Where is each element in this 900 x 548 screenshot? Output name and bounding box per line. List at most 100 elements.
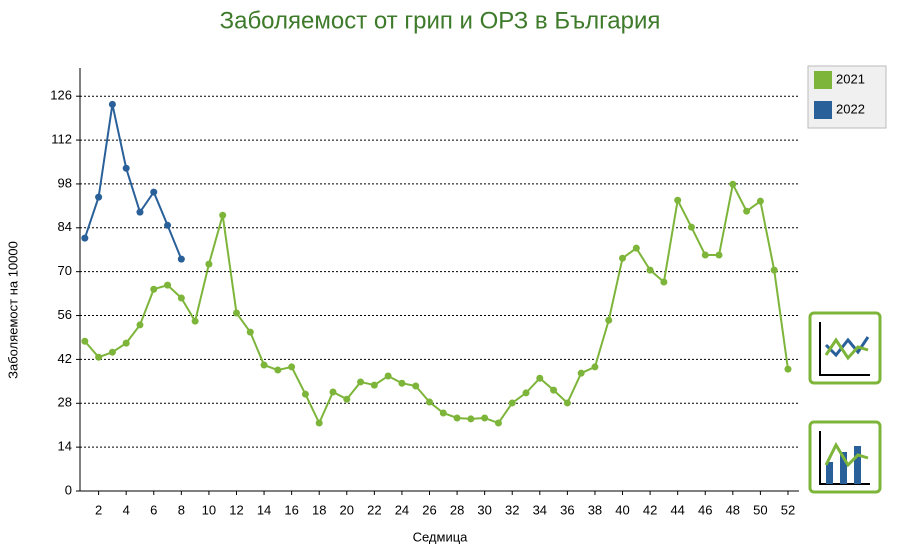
x-tick-label: 12 [229,502,243,517]
data-point [108,348,116,356]
icon-axes [819,322,870,376]
icon-bar [840,452,847,484]
legend-swatch [814,71,832,89]
x-tick-label: 16 [284,502,298,517]
data-point [481,414,489,422]
data-point [122,164,130,172]
data-point [260,361,268,369]
data-point [301,390,309,398]
data-point [467,415,475,423]
y-tick-label: 42 [58,351,72,366]
x-tick-label: 4 [123,502,130,517]
x-tick-label: 8 [178,502,185,517]
y-tick-label: 84 [58,219,72,234]
data-point [81,234,89,242]
x-tick-label: 14 [257,502,271,517]
data-point [357,378,365,386]
icon-bar [854,446,861,484]
icon-axes [819,431,870,485]
bar-chart-button[interactable] [808,420,882,494]
y-tick-label: 70 [58,263,72,278]
data-point [674,196,682,204]
y-tick-label: 0 [65,482,72,497]
data-point [770,266,778,274]
data-point [95,193,103,201]
data-point [426,398,434,406]
x-axis-label: Седмица [413,529,469,544]
line-chart-button[interactable] [808,311,882,385]
data-point [81,337,89,345]
data-point [95,353,103,361]
data-point [729,180,737,188]
icon-line [824,441,869,468]
x-tick-label: 30 [477,502,491,517]
data-point [232,309,240,317]
data-point [743,207,751,215]
data-point [370,381,378,389]
data-point [274,366,282,374]
y-tick-label: 28 [58,395,72,410]
x-tick-label: 52 [781,502,795,517]
x-tick-label: 48 [726,502,740,517]
data-point [605,316,613,324]
x-tick-label: 24 [395,502,409,517]
data-point [191,317,199,325]
x-tick-label: 34 [533,502,547,517]
legend-label: 2022 [836,101,865,116]
y-tick-label: 98 [58,175,72,190]
data-point [632,244,640,252]
data-point [412,382,420,390]
data-point [550,386,558,394]
x-tick-label: 2 [95,502,102,517]
data-point [122,339,130,347]
x-tick-label: 38 [588,502,602,517]
y-tick-label: 14 [58,439,72,454]
y-tick-label: 126 [50,88,72,103]
y-tick-label: 112 [51,132,72,147]
x-tick-label: 26 [422,502,436,517]
data-point [398,379,406,387]
data-point [136,208,144,216]
data-point [108,100,116,108]
x-tick-label: 18 [312,502,326,517]
data-point [246,328,254,336]
data-point [329,388,337,396]
x-tick-label: 32 [505,502,519,517]
data-point [619,254,627,262]
data-point [715,251,723,259]
data-point [343,395,351,403]
data-point [150,188,158,196]
data-point [453,414,461,422]
data-point [756,197,764,205]
x-tick-label: 10 [202,502,216,517]
data-point [177,294,185,302]
data-point [701,251,709,259]
data-point [687,223,695,231]
x-tick-label: 28 [450,502,464,517]
data-point [136,321,144,329]
data-point [315,419,323,427]
x-tick-label: 44 [670,502,684,517]
x-tick-label: 46 [698,502,712,517]
icon-bar [826,462,833,484]
x-tick-label: 36 [560,502,574,517]
button-frame[interactable] [808,311,882,385]
data-point [522,389,530,397]
data-point [646,266,654,274]
icon-line [824,337,869,361]
data-point [563,399,571,407]
data-point [219,211,227,219]
y-tick-label: 56 [58,307,72,322]
data-point [164,221,172,229]
x-tick-label: 6 [150,502,157,517]
x-tick-label: 22 [367,502,381,517]
series-line [84,181,789,426]
data-point [577,369,585,377]
data-point [660,278,668,286]
y-axis-label: Заболяемост на 10000 [5,241,20,379]
x-tick-label: 50 [753,502,767,517]
x-tick-label: 42 [643,502,657,517]
legend-swatch [814,101,832,119]
data-point [439,409,447,417]
